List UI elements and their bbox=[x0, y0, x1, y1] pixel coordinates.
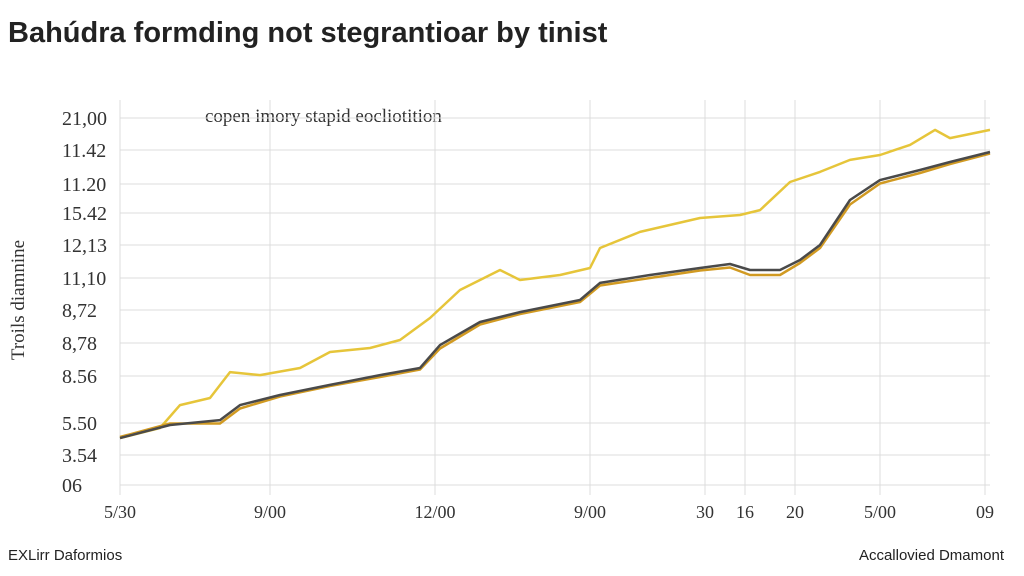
x-tick-label: 09 bbox=[976, 502, 994, 522]
chart-title: Bahúdra formding not stegrantioar by tin… bbox=[8, 17, 608, 49]
series-line bbox=[119, 128, 991, 440]
y-tick-label: 06 bbox=[62, 475, 82, 497]
x-tick-label: 12/00 bbox=[414, 502, 455, 522]
footer-right: Accallovied Dmamont bbox=[859, 547, 1005, 564]
y-tick-label: 12,13 bbox=[62, 235, 107, 257]
x-tick-label: 5/30 bbox=[104, 502, 136, 522]
y-tick-label: 8,78 bbox=[62, 333, 97, 355]
y-tick-label: 11.20 bbox=[62, 174, 106, 196]
y-tick-label: 11.42 bbox=[62, 140, 106, 162]
x-tick-label: 16 bbox=[736, 502, 754, 522]
y-tick-label: 3.54 bbox=[62, 445, 97, 467]
x-tick-label: 30 bbox=[696, 502, 714, 522]
series-line bbox=[119, 150, 991, 440]
y-tick-label: 8,72 bbox=[62, 300, 97, 322]
annotation: copen imory stapid eocliotition bbox=[205, 106, 442, 127]
y-tick-label: 21,00 bbox=[62, 108, 107, 130]
y-tick-label: 8.56 bbox=[62, 366, 97, 388]
footer-left: EXLirr Daformios bbox=[8, 547, 122, 564]
series-line bbox=[119, 152, 991, 439]
x-tick-label: 20 bbox=[786, 502, 804, 522]
x-tick-label: 9/00 bbox=[254, 502, 286, 522]
x-tick-label: 5/00 bbox=[864, 502, 896, 522]
y-axis-label: Troils diamnine bbox=[8, 240, 29, 360]
y-tick-label: 15.42 bbox=[62, 203, 107, 225]
y-tick-label: 11,10 bbox=[62, 268, 106, 290]
y-tick-label: 5.50 bbox=[62, 413, 97, 435]
x-tick-label: 9/00 bbox=[574, 502, 606, 522]
